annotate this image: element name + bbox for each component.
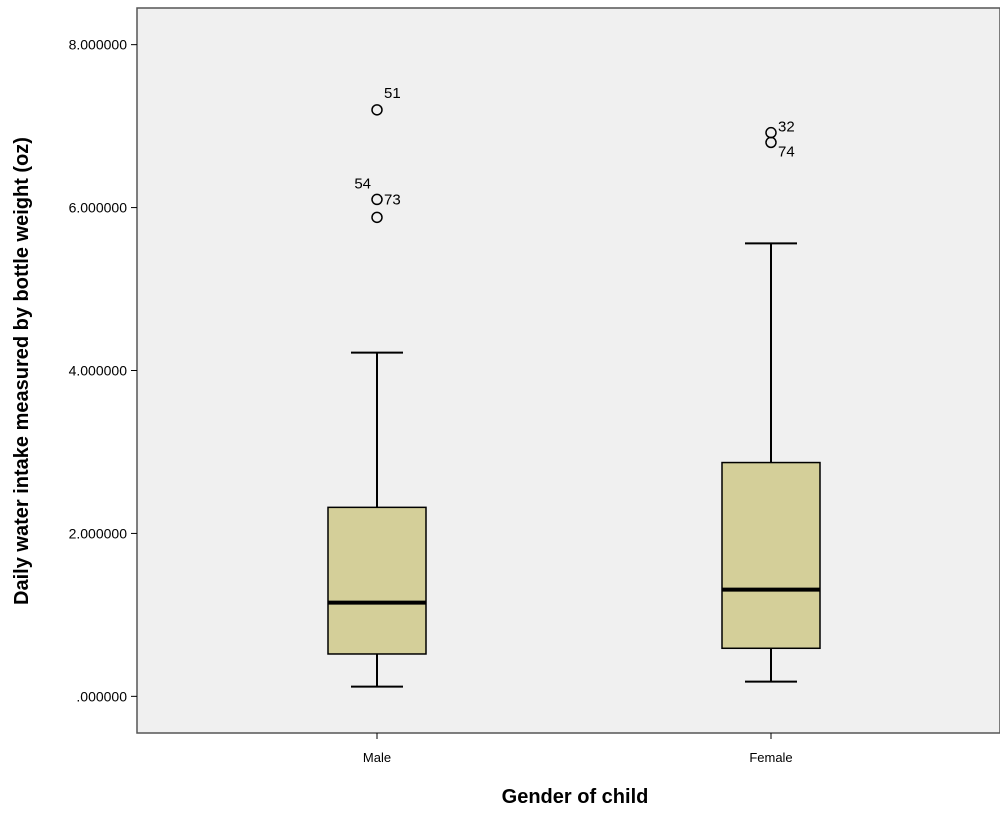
y-tick-label: .000000 bbox=[76, 688, 127, 704]
y-tick-label: 6.000000 bbox=[69, 200, 128, 216]
y-tick-label: 4.000000 bbox=[69, 363, 128, 379]
outlier-label: 54 bbox=[354, 175, 371, 192]
plot-area bbox=[136, 7, 1000, 734]
x-axis-title: Gender of child bbox=[502, 786, 649, 808]
outlier-point bbox=[371, 193, 383, 206]
x-category-label: Male bbox=[363, 750, 391, 765]
box-group-male: 51 73 54 bbox=[327, 85, 427, 688]
y-tick-label: 2.000000 bbox=[69, 525, 128, 541]
outlier-point bbox=[371, 211, 383, 224]
iqr-box bbox=[327, 506, 427, 655]
outlier-label: 73 bbox=[384, 191, 401, 208]
outlier-point bbox=[371, 104, 383, 116]
y-tick-label: 8.000000 bbox=[69, 37, 128, 53]
y-axis-title: Daily water intake measured by bottle we… bbox=[11, 137, 33, 605]
outlier-label: 51 bbox=[384, 85, 401, 102]
x-category-label: Female bbox=[749, 750, 792, 765]
outlier-label: 32 bbox=[778, 119, 795, 136]
outlier-point bbox=[765, 136, 777, 149]
outlier-label: 74 bbox=[778, 143, 795, 160]
iqr-box bbox=[721, 461, 821, 650]
